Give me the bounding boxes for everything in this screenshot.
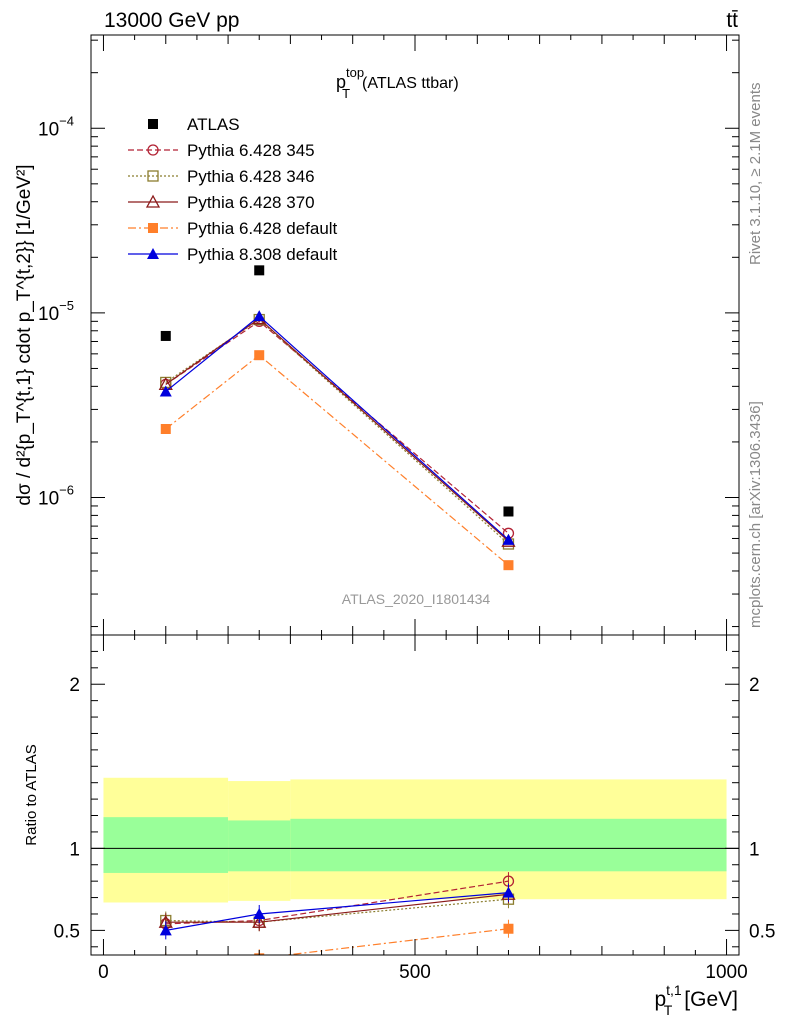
x-axis-label-main: p (654, 988, 666, 1011)
legend-marker (147, 248, 159, 259)
header-process: tt̄ (726, 9, 738, 32)
ratio-series-line (281, 928, 509, 955)
ratio-y-tick-label: 0.5 (54, 921, 80, 942)
legend: ATLAS Pythia 6.428 345 Pythia 6.428 346 Pyt… (128, 115, 338, 264)
legend-label: Pythia 8.308 default (187, 245, 338, 264)
legend-marker (148, 223, 158, 233)
main-data-point (502, 533, 515, 545)
main-y-tick-label: 10−4 (38, 113, 74, 140)
ratio-y-tick-label-right: 0.5 (749, 921, 775, 942)
ratio-data-point (159, 924, 172, 936)
plot-title-sub: T (342, 86, 350, 101)
analysis-tag: ATLAS_2020_I1801434 (342, 591, 491, 607)
main-series-0 (160, 265, 514, 517)
legend-entry-5: Pythia 8.308 default (128, 245, 338, 264)
ratio-y-tick-label: 2 (69, 675, 80, 696)
legend-entry-3: Pythia 6.428 370 (128, 193, 315, 212)
legend-marker (148, 119, 158, 129)
legend-label: Pythia 6.428 default (187, 219, 338, 238)
main-series-line (165, 318, 509, 545)
legend-entry-0: ATLAS (148, 115, 240, 134)
main-series-5 (159, 310, 515, 545)
main-series-1 (160, 315, 515, 539)
ratio-band-green (103, 817, 229, 873)
main-data-point (503, 506, 514, 517)
main-y-tick-label: 10−5 (38, 298, 74, 325)
legend-entry-1: Pythia 6.428 345 (128, 141, 315, 160)
rivet-label: Rivet 3.1.10, ≥ 2.1M events (747, 83, 764, 266)
ratio-series-3 (161, 919, 514, 967)
main-data-point (160, 330, 171, 341)
main-y-ticks: 10−6 10−5 10−4 (38, 39, 739, 628)
plot-title: ptop T (ATLAS ttbar) (336, 65, 459, 101)
x-axis-label-unit: [GeV] (684, 988, 738, 1011)
main-data-point (254, 350, 265, 361)
legend-entry-4: Pythia 6.428 default (128, 219, 338, 238)
main-y-axis-label-text: dσ / d²{p_T^{t,1} cdot p_T^{t,2}} [1/GeV… (14, 164, 35, 505)
ratio-y-tick-label-right: 2 (749, 675, 760, 696)
ratio-data-point (503, 923, 514, 934)
legend-label: Pythia 6.428 370 (187, 193, 315, 212)
ratio-data-point (253, 907, 266, 919)
main-y-axis-label: dσ / d²{p_T^{t,1} cdot p_T^{t,2}} [1/GeV… (14, 164, 35, 505)
mcplots-label: mcplots.cern.ch [arXiv:1306.3436] (747, 401, 764, 628)
main-series-3 (158, 311, 516, 547)
main-data-point (253, 310, 266, 322)
legend-label: ATLAS (187, 115, 240, 134)
ratio-data-point (502, 886, 515, 898)
legend-label: Pythia 6.428 346 (187, 167, 315, 186)
main-series-group (158, 265, 516, 571)
ratio-panel: 0.5 0.5 1 1 2 2 0 500 1000 Ratio to ATLAS pt,1 T [… (23, 634, 775, 1018)
x-axis-label-sup: t,1 (666, 982, 682, 998)
main-panel: 10−6 10−5 10−4 ptop T (ATLAS ttbar) ATLAS_20… (14, 34, 740, 636)
legend-label: Pythia 6.428 345 (187, 141, 315, 160)
ratio-ticks: 0.5 0.5 1 1 2 2 0 500 1000 (54, 635, 775, 983)
x-axis-label: pt,1 T [GeV] (654, 982, 738, 1018)
legend-marker (147, 170, 159, 182)
x-tick-label: 500 (399, 962, 431, 983)
ratio-data-point (252, 914, 267, 928)
ratio-series-clipped (158, 872, 516, 967)
main-series-2 (160, 313, 515, 550)
ratio-band-green (290, 818, 727, 872)
main-x-ticks (102, 35, 728, 635)
plot-title-tail: (ATLAS ttbar) (362, 75, 459, 92)
main-series-line (165, 317, 509, 542)
ratio-y-tick-label: 1 (69, 839, 80, 860)
ratio-series-4 (159, 883, 515, 940)
main-series-4 (160, 350, 514, 571)
plot-title-sup: top (346, 65, 364, 80)
header-beam: 13000 GeV pp (104, 9, 239, 32)
plot-title-main: p (336, 72, 346, 92)
main-y-tick-label: 10−6 (38, 483, 74, 510)
legend-marker (147, 144, 159, 156)
ratio-series-line (165, 898, 509, 923)
main-data-point (159, 385, 172, 397)
legend-entry-2: Pythia 6.428 346 (128, 167, 315, 186)
legend-marker (145, 194, 161, 208)
main-series-line (165, 320, 509, 534)
ratio-data-point (161, 957, 171, 967)
main-data-point (254, 265, 265, 276)
ratio-band-green (228, 820, 291, 872)
ratio-y-axis-label: Ratio to ATLAS (23, 744, 40, 845)
ratio-y-tick-label-right: 1 (749, 839, 760, 860)
main-data-point (503, 560, 514, 571)
main-data-point (160, 423, 171, 434)
ratio-bands (103, 777, 727, 903)
x-axis-label-sub: T (664, 1002, 673, 1018)
ratio-series-group (158, 872, 516, 967)
main-series-line (165, 315, 509, 541)
x-tick-label: 0 (98, 962, 109, 983)
x-tick-label: 1000 (705, 962, 747, 983)
